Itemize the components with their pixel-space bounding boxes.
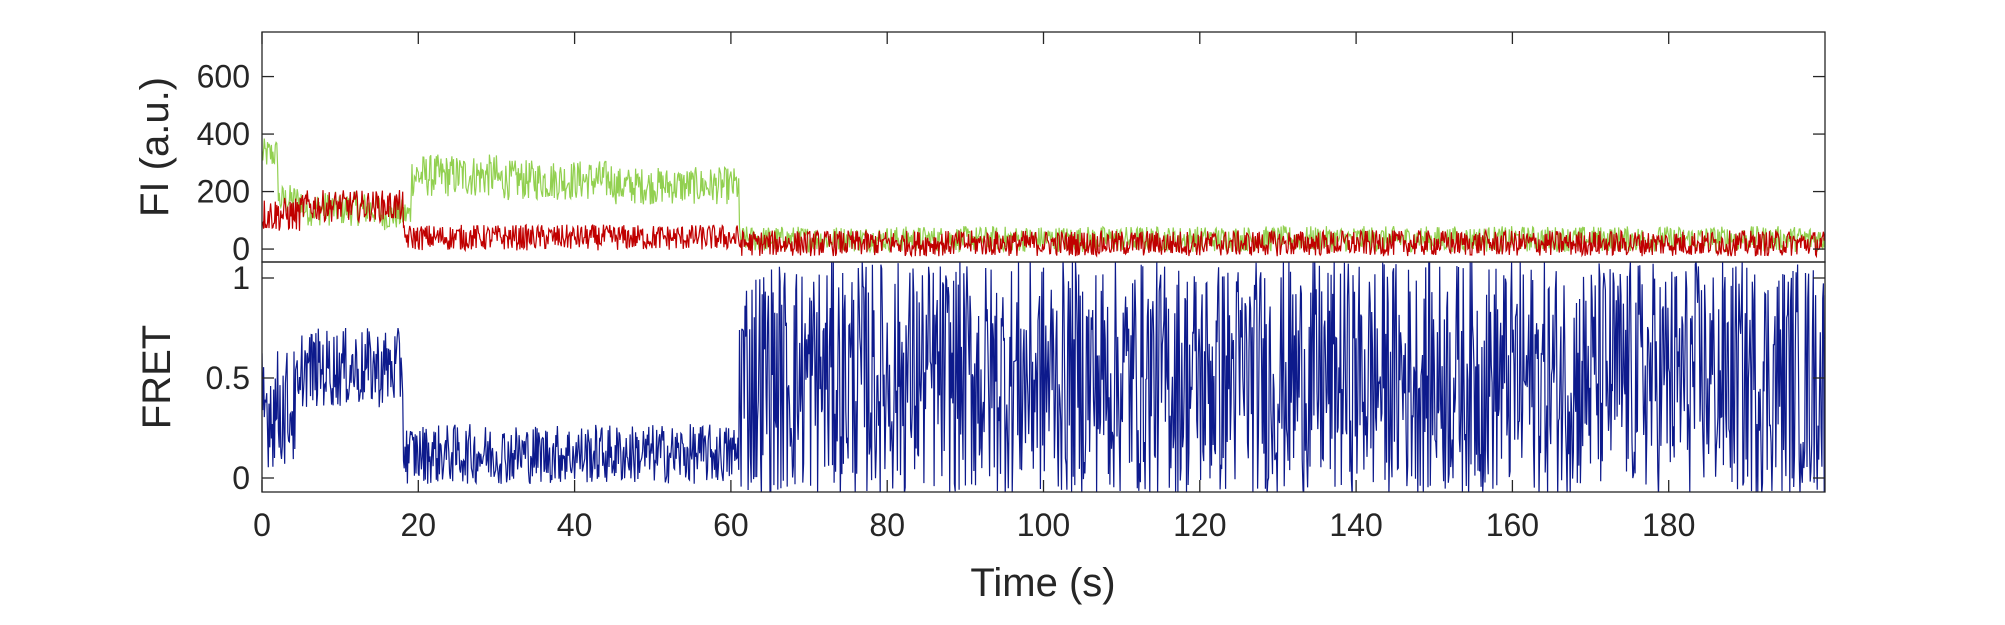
time-x-axis-label: Time (s) [970,561,1115,605]
donor-intensity-series [262,138,1825,254]
time-x-tick-label: 100 [1017,507,1070,543]
intensity-y-tick-label: 600 [197,59,250,95]
intensity-panel: 0 200 400 600 FI (a.u.) [133,31,1826,267]
time-x-tick-label: 0 [253,507,271,543]
intensity-y-ticks: 0 200 400 600 [197,59,1825,267]
fret-series-group [262,262,1825,492]
time-x-tick-label: 120 [1173,507,1226,543]
intensity-y-tick-label: 200 [197,174,250,210]
intensity-series-group [262,138,1825,259]
time-x-tick-label: 140 [1329,507,1382,543]
fret-panel: 00.510 20 40 60 80 100 120 140 160 180 FRET Time … [135,32,1826,605]
time-x-tick-label: 80 [869,507,905,543]
fret-y-tick-label: 0 [232,460,250,496]
time-x-tick-label: 60 [713,507,749,543]
time-x-tick-label: 180 [1642,507,1695,543]
fret-efficiency-series [262,262,1825,492]
intensity-y-tick-label: 400 [197,116,250,152]
fret-y-tick-label: 1 [232,260,250,296]
fret-y-axis-label: FRET [135,325,179,429]
acceptor-intensity-series [262,190,1825,259]
fret-axis-ticks: 00.510 20 40 60 80 100 120 140 160 180 [206,32,1825,543]
time-x-tick-label: 40 [557,507,593,543]
fret-y-tick-label: 0.5 [206,360,250,396]
time-x-tick-label: 160 [1486,507,1539,543]
time-x-tick-label: 20 [401,507,437,543]
intensity-y-tick-label: 0 [232,231,250,267]
intensity-y-axis-label: FI (a.u.) [133,77,177,217]
